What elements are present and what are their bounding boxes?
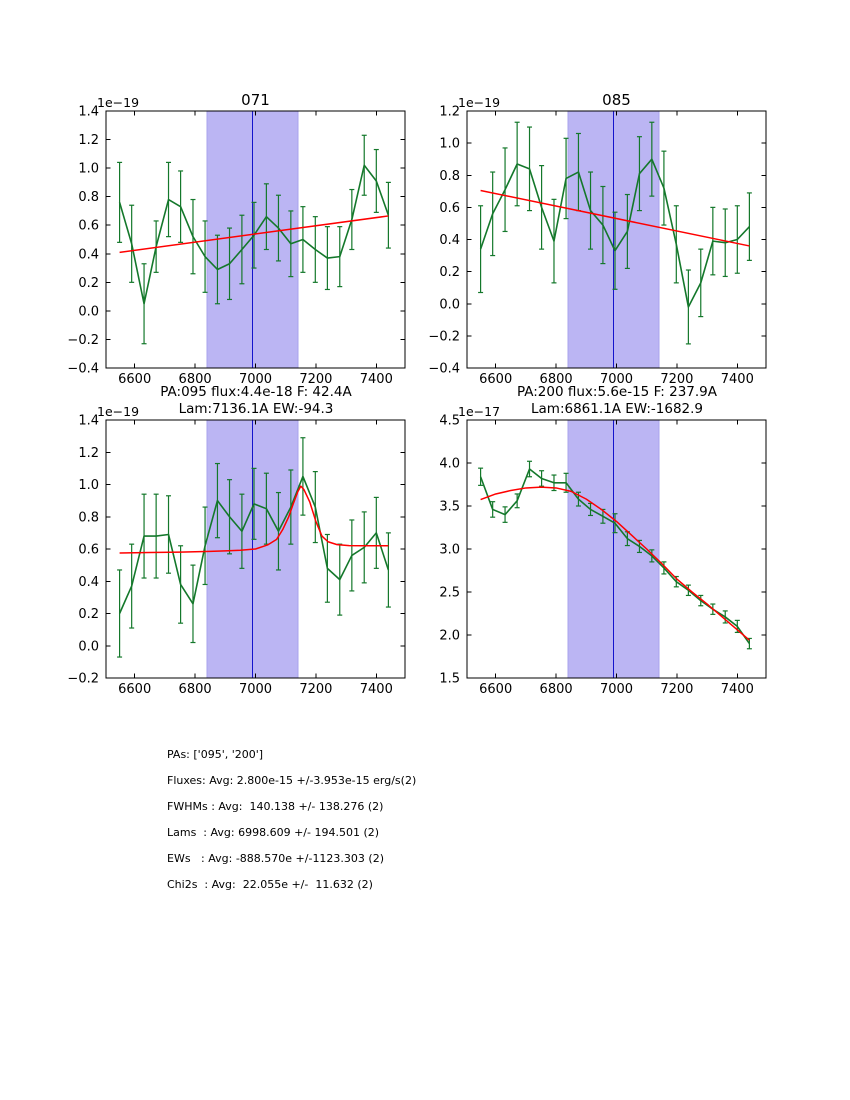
- tick-marks: [106, 419, 405, 679]
- tick-marks: [106, 110, 405, 369]
- x-tick-label: 7200: [299, 372, 332, 387]
- caption-pa200-line2: Lam:6861.1A EW:-1682.9: [531, 400, 703, 417]
- tick-labels: 6600 6800 7000 7200 7400 1.5 2.0 2.5 3.0 3.5 4.0 4.…: [439, 414, 754, 698]
- y-tick-label: 0.8: [78, 190, 99, 205]
- y-tick-label: 1.0: [78, 162, 99, 177]
- y-tick-label: −0.2: [428, 329, 460, 344]
- x-tick-label: 7200: [299, 682, 332, 697]
- y-tick-label: 1.4: [78, 414, 99, 429]
- subplot-071: 6600 6800 7000 7200 7400 −0.4 −0.2 0.0 0.2 0.4 0.6…: [67, 91, 406, 388]
- x-tick-label: 7200: [660, 372, 693, 387]
- stats-ews: EWs : Avg: -888.570e +/-1123.303 (2): [167, 852, 385, 865]
- x-tick-label: 7000: [600, 372, 633, 387]
- y-tick-label: 1.0: [78, 478, 99, 493]
- y-tick-label: −0.2: [67, 333, 99, 348]
- x-tick-label: 6800: [540, 682, 573, 697]
- x-tick-label: 6600: [479, 372, 512, 387]
- caption-pa095-line1: PA:095 flux:4.4e-18 F: 42.4A: [160, 384, 352, 400]
- y-tick-label: 0.0: [439, 297, 460, 312]
- y-tick-label: 0.6: [78, 219, 99, 234]
- tick-labels: 6600 6800 7000 7200 7400 −0.2 0.0 0.2 0.4 0.6 0.8 1…: [67, 414, 392, 698]
- y-tick-label: 4.5: [439, 414, 460, 429]
- x-tick-label: 6800: [179, 682, 212, 697]
- stats-fwhms: FWHMs : Avg: 140.138 +/- 138.276 (2): [167, 800, 384, 813]
- y-tick-label: −0.4: [67, 362, 99, 377]
- subplot-085: 6600 6800 7000 7200 7400 −0.4 −0.2 0.0 0.2 0.4 0.6…: [428, 91, 767, 388]
- subplot-fit-095: 6600 6800 7000 7200 7400 −0.2 0.0 0.2 0.4 0.6 0.8 1…: [67, 404, 406, 698]
- stats-lams: Lams : Avg: 6998.609 +/- 194.501 (2): [167, 826, 380, 839]
- x-tick-label: 6600: [118, 682, 151, 697]
- y-tick-label: 3.5: [439, 500, 460, 515]
- y-tick-label: 0.4: [78, 575, 99, 590]
- y-tick-label: 4.0: [439, 457, 460, 472]
- tick-marks: [467, 419, 766, 679]
- fit-line: [480, 189, 750, 247]
- y-tick-label: 0.4: [78, 247, 99, 262]
- y-tick-label: 0.4: [439, 233, 460, 248]
- y-tick-label: 0.2: [78, 276, 99, 291]
- tick-marks: [467, 110, 766, 369]
- x-tick-label: 6800: [540, 372, 573, 387]
- y-tick-label: 1.4: [78, 105, 99, 120]
- spectrum-line: [479, 158, 750, 308]
- subplot-fit-200: 6600 6800 7000 7200 7400 1.5 2.0 2.5 3.0 3.5 4.0 4.…: [439, 404, 767, 698]
- axis-offset-label: 1e−19: [458, 95, 500, 110]
- y-tick-label: 1.0: [439, 137, 460, 152]
- stats-fluxes: Fluxes: Avg: 2.800e-15 +/-3.953e-15 erg/…: [167, 774, 417, 787]
- caption-pa200-line1: PA:200 flux:5.6e-15 F: 237.9A: [516, 384, 718, 400]
- x-tick-label: 7000: [239, 682, 272, 697]
- y-tick-label: 1.5: [439, 672, 460, 687]
- y-tick-label: 0.2: [78, 607, 99, 622]
- x-tick-label: 7400: [721, 372, 754, 387]
- x-tick-label: 7400: [721, 682, 754, 697]
- x-tick-label: 7000: [600, 682, 633, 697]
- spectrum-line: [118, 164, 390, 305]
- y-tick-label: 0.2: [439, 265, 460, 280]
- y-tick-label: 1.2: [78, 133, 99, 148]
- y-tick-label: 0.6: [78, 543, 99, 558]
- x-tick-label: 6800: [179, 372, 212, 387]
- spectrum-line: [479, 468, 751, 645]
- x-tick-label: 7200: [660, 682, 693, 697]
- y-tick-label: 1.2: [439, 105, 460, 120]
- fit-line: [119, 215, 389, 254]
- y-tick-label: 0.0: [78, 304, 99, 319]
- tick-labels: 6600 6800 7000 7200 7400 −0.4 −0.2 0.0 0.2 0.4 0.6…: [428, 105, 753, 388]
- y-tick-label: 0.8: [78, 510, 99, 525]
- y-tick-label: 0.8: [439, 169, 460, 184]
- x-tick-label: 7400: [360, 682, 393, 697]
- y-tick-label: 0.0: [78, 639, 99, 654]
- y-tick-label: 2.5: [439, 586, 460, 601]
- x-tick-label: 7000: [239, 372, 272, 387]
- y-tick-label: 1.2: [78, 446, 99, 461]
- x-tick-label: 6600: [118, 372, 151, 387]
- stats-pas: PAs: ['095', '200']: [167, 748, 264, 761]
- axis-offset-label: 1e−19: [97, 404, 139, 419]
- y-tick-label: −0.4: [428, 362, 460, 377]
- caption-pa200: PA:200 flux:5.6e-15 F: 237.9A Lam:6861.1…: [457, 384, 777, 417]
- subplot-title: 085: [602, 91, 631, 109]
- y-tick-label: 3.0: [439, 543, 460, 558]
- stats-chi2s: Chi2s : Avg: 22.055e +/- 11.632 (2): [167, 878, 373, 891]
- axis-offset-label: 1e−19: [97, 95, 139, 110]
- axis-offset-label: 1e−17: [458, 404, 500, 419]
- caption-pa095: PA:095 flux:4.4e-18 F: 42.4A Lam:7136.1A…: [96, 384, 416, 417]
- tick-labels: 6600 6800 7000 7200 7400 −0.4 −0.2 0.0 0.2 0.4 0.6…: [67, 105, 392, 388]
- y-tick-label: 0.6: [439, 201, 460, 216]
- caption-pa095-line2: Lam:7136.1A EW:-94.3: [178, 400, 334, 417]
- y-tick-label: 2.0: [439, 629, 460, 644]
- fit-line: [480, 486, 750, 641]
- x-tick-label: 7400: [360, 372, 393, 387]
- x-tick-label: 6600: [479, 682, 512, 697]
- spectrum-line: [118, 475, 390, 614]
- y-tick-label: −0.2: [67, 672, 99, 687]
- subplot-title: 071: [241, 91, 270, 109]
- fit-line: [119, 485, 389, 554]
- stats-block: PAs: ['095', '200'] Fluxes: Avg: 2.800e-…: [167, 742, 416, 898]
